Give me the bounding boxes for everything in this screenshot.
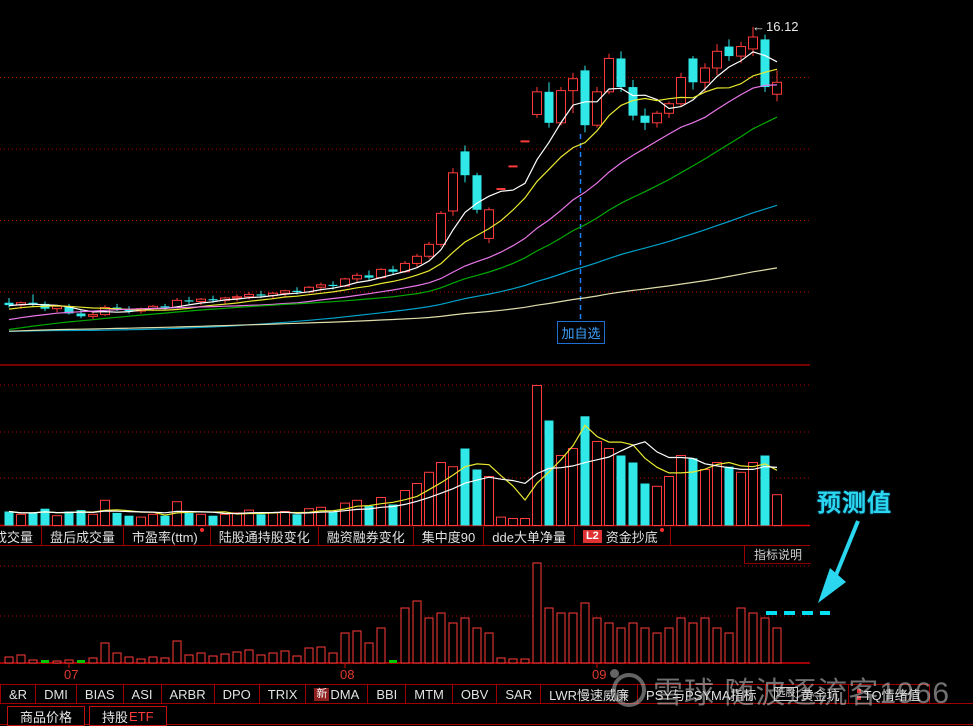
tab-资金抄底[interactable]: L2 资金抄底 [574,527,671,545]
left-arrow-icon: ← [752,19,765,34]
footer-tabs: 商品价格 持股 ETF [7,706,167,726]
footer-tab-持股[interactable]: 持股 ETF [89,706,167,726]
tab-集中度90[interactable]: 集中度90 [413,527,485,545]
tab-BBI[interactable]: BBI [367,684,407,704]
tab-label: dde大单净量 [492,529,566,545]
tab-OBV[interactable]: OBV [451,684,498,704]
tab-label: TQ情绪值 [863,687,921,703]
tab-label: 盘后成交量 [50,529,116,545]
tab-label: 集中度90 [421,529,476,545]
tab-label: ASI [131,686,153,702]
month-label: 09 [592,667,607,682]
footer-tab-商品价格[interactable]: 商品价格 [7,706,86,726]
tab-黄金坑[interactable]: 选股 黄金坑 [764,684,849,704]
tab-融资融券变化[interactable]: 融资融券变化 [318,527,414,545]
tab-TQ情绪值[interactable]: TQ情绪值 [847,684,930,704]
tab-ARBR[interactable]: ARBR [160,684,215,704]
indicator-help-link[interactable]: 指标说明 [744,546,811,564]
tab-SAR[interactable]: SAR [496,684,542,704]
stock-pick-badge: 选股 [773,687,798,701]
new-dot-icon [659,528,664,532]
tab-label: 陆股通持股变化 [218,529,310,545]
tab-市盈率(ttm)[interactable]: 市盈率(ttm) [124,527,211,545]
tab-ASI[interactable]: ASI [122,684,162,704]
tab-DMA[interactable]: 新 DMA [305,684,369,704]
new-badge: 新 [314,687,330,701]
tab-成交量[interactable]: 成交量 [0,527,43,545]
tab-dde大单净量[interactable]: dde大单净量 [484,527,575,545]
tab-label: DPO [222,686,251,702]
tab-陆股通持股变化[interactable]: 陆股通持股变化 [210,527,319,545]
tab-label: 融资融券变化 [326,529,405,545]
footer-tab-label: 商品价格 [20,709,73,725]
price-high-value: 16.12 [766,19,799,34]
tab-LWR慢速威廉[interactable]: LWR慢速威廉 [540,684,639,704]
footer-tab-accent: ETF [129,708,154,724]
tab-label: PSY与PSYMA指标 [646,687,757,703]
tab-MTM[interactable]: MTM [405,684,453,704]
indicator-tabs-bottom: &R DMI BIAS ASI ARBR DPO TRIX 新 DMA BBI MTM OBV SAR L… [0,684,930,704]
month-label: 07 [64,667,79,682]
tab-label: DMI [44,686,68,702]
hot-indicator-icon [856,688,861,701]
tab-label: 黄金坑 [800,687,840,703]
tab-label: LWR慢速威廉 [549,687,630,703]
tab-label: SAR [505,686,533,702]
tab-label: TRIX [267,686,298,702]
new-dot-icon [199,528,204,532]
tab-label: BBI [376,686,398,702]
tab-label: MTM [414,686,444,702]
tab-&R[interactable]: &R [0,684,37,704]
month-label: 08 [340,667,355,682]
tab-label: 资金抄底 [605,529,658,545]
prediction-label: 预测值 [817,490,892,517]
tab-label: BIAS [84,686,115,702]
l2-badge: L2 [582,529,602,543]
tab-label: ARBR [169,686,206,702]
price-high-callout: ←16.12 [752,19,799,34]
tab-label: &R [9,686,28,702]
tab-label: 市盈率(ttm) [132,529,198,545]
tab-DPO[interactable]: DPO [213,684,260,704]
indicator-tabs-middle: 成交量 盘后成交量 市盈率(ttm) 陆股通持股变化 融资融券变化 集中度90 dde大单净… [0,527,671,545]
tab-label: OBV [460,686,489,702]
tab-盘后成交量[interactable]: 盘后成交量 [42,527,125,545]
tab-label: 成交量 [0,529,34,545]
footer-tab-label: 持股 [102,709,129,725]
tab-PSY与PSYMA指标[interactable]: PSY与PSYMA指标 [637,684,766,704]
add-watchlist-button[interactable]: 加自选 [557,321,605,344]
tab-DMI[interactable]: DMI [35,684,77,704]
tab-label: DMA [330,686,360,702]
tab-TRIX[interactable]: TRIX [258,684,307,704]
tab-BIAS[interactable]: BIAS [75,684,124,704]
